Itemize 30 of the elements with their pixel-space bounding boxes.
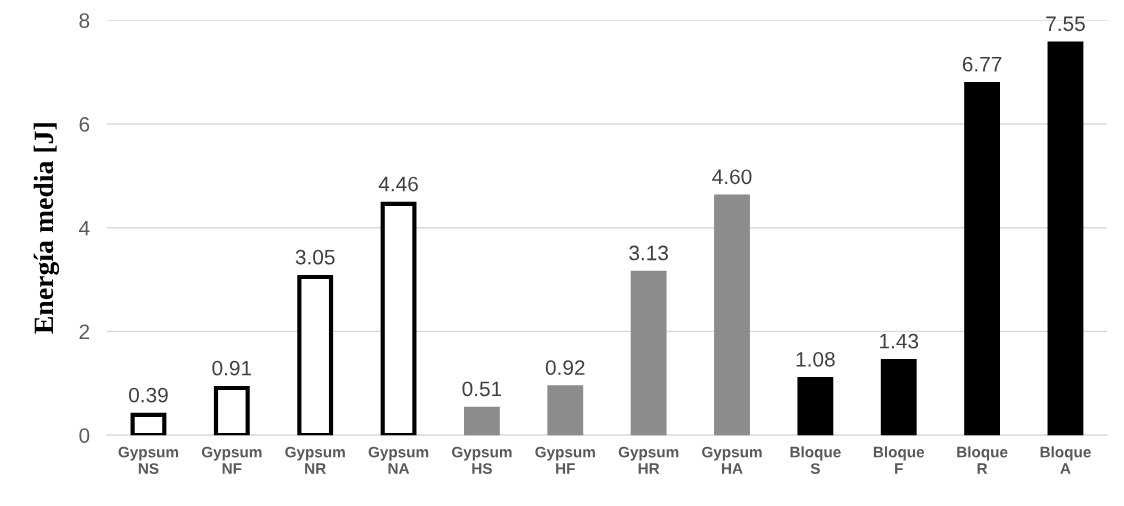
data-label: 6.77 [962, 56, 1002, 72]
x-tick-label: Gypsum HS [451, 446, 512, 474]
x-tick-label: Gypsum HF [535, 446, 595, 474]
y-tick-label: 4 [79, 220, 90, 236]
x-tick-label: Gypsum NR [285, 446, 345, 474]
data-label: 4.60 [712, 169, 752, 185]
y-tick-label: 8 [79, 13, 90, 28]
data-label: 3.13 [629, 245, 668, 261]
x-tick-label: Gypsum NF [201, 446, 262, 474]
x-tick-label: Bloque R [957, 446, 1008, 474]
data-label: 3.05 [295, 249, 335, 265]
y-tick-label: 0 [79, 428, 90, 443]
data-label: 0.91 [212, 360, 252, 376]
data-label: 0.51 [462, 381, 502, 397]
data-label: 1.08 [796, 351, 835, 367]
x-tick-label: Gypsum NS [118, 446, 179, 474]
x-tick-label: Bloque S [790, 446, 841, 474]
x-tick-label: Gypsum HA [702, 446, 762, 474]
data-label: 0.39 [129, 387, 168, 403]
data-label: 4.46 [378, 176, 418, 192]
x-tick-label: Gypsum NA [368, 446, 429, 474]
x-tick-label: Bloque A [1040, 446, 1091, 474]
y-tick-label: 2 [79, 324, 90, 339]
y-tick-label: 6 [79, 116, 90, 132]
data-label: 1.43 [880, 333, 919, 349]
x-tick-label: Bloque F [873, 446, 925, 474]
data-label: 7.55 [1046, 16, 1085, 32]
y-axis-title: Energía media [J] [33, 123, 60, 334]
data-label: 0.92 [545, 360, 585, 375]
x-tick-label: Gypsum HR [618, 446, 679, 474]
